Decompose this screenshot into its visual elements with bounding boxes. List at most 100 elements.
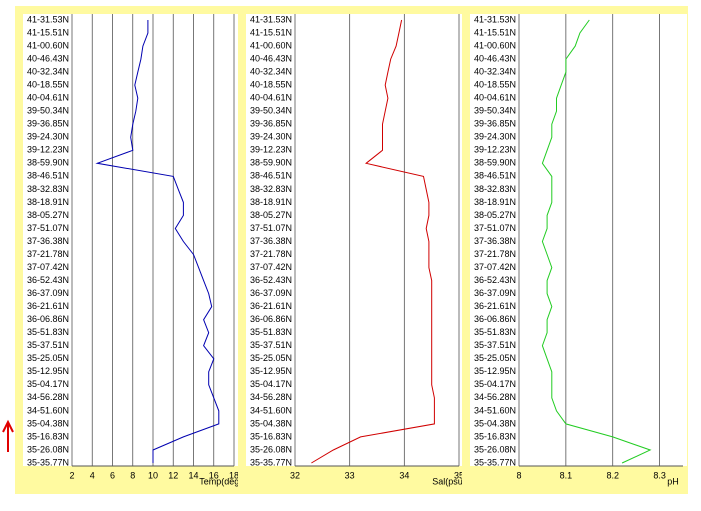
y-tick-label: 35-26.08N	[474, 444, 516, 454]
y-tick-label: 39-36.85N	[474, 119, 516, 129]
data-line	[95, 20, 220, 463]
plot-area	[246, 14, 463, 466]
y-tick-label: 36-21.61N	[250, 301, 292, 311]
y-tick-label: 35-35.77N	[27, 457, 69, 467]
x-tick-label: 8.2	[606, 470, 619, 480]
y-tick-label: 35-37.51N	[474, 340, 516, 350]
y-tick-label: 37-51.07N	[474, 223, 516, 233]
y-tick-label: 39-24.30N	[27, 132, 69, 142]
y-tick-label: 38-32.83N	[27, 184, 69, 194]
y-tick-label: 40-32.34N	[27, 66, 69, 76]
y-tick-label: 38-18.91N	[27, 197, 69, 207]
y-tick-label: 37-36.38N	[250, 236, 292, 246]
x-tick-label: 4	[90, 470, 95, 480]
y-tick-label: 35-12.95N	[474, 366, 516, 376]
y-tick-label: 39-24.30N	[250, 132, 292, 142]
y-tick-label: 37-07.42N	[250, 262, 292, 272]
y-tick-label: 35-25.05N	[250, 353, 292, 363]
y-tick-label: 38-05.27N	[250, 210, 292, 220]
y-tick-label: 38-18.91N	[474, 197, 516, 207]
y-tick-label: 36-21.61N	[27, 301, 69, 311]
y-tick-label: 35-04.17N	[27, 379, 69, 389]
y-tick-label: 37-07.42N	[27, 262, 69, 272]
y-tick-label: 38-32.83N	[250, 184, 292, 194]
y-tick-label: 41-00.60N	[250, 40, 292, 50]
y-tick-label: 35-04.38N	[474, 418, 516, 428]
y-tick-label: 36-52.43N	[27, 275, 69, 285]
y-tick-label: 39-12.23N	[474, 145, 516, 155]
x-tick-label: 6	[110, 470, 115, 480]
y-tick-label: 34-56.28N	[250, 392, 292, 402]
y-tick-label: 37-51.07N	[27, 223, 69, 233]
y-tick-label: 39-12.23N	[250, 145, 292, 155]
y-tick-label: 39-50.34N	[474, 106, 516, 116]
x-axis-label: pH	[667, 476, 679, 486]
y-tick-label: 35-25.05N	[474, 353, 516, 363]
y-tick-label: 39-36.85N	[250, 119, 292, 129]
y-tick-label: 39-12.23N	[27, 145, 69, 155]
y-tick-label: 35-51.83N	[250, 327, 292, 337]
y-tick-label: 35-26.08N	[27, 444, 69, 454]
y-tick-label: 36-06.86N	[27, 314, 69, 324]
x-tick-label: 8	[130, 470, 135, 480]
y-tick-label: 38-59.90N	[474, 158, 516, 168]
y-tick-label: 38-32.83N	[474, 184, 516, 194]
y-tick-label: 34-51.60N	[250, 405, 292, 415]
y-tick-label: 38-05.27N	[474, 210, 516, 220]
y-tick-label: 35-16.83N	[250, 431, 292, 441]
y-tick-label: 37-07.42N	[474, 262, 516, 272]
x-tick-label: 10	[148, 470, 158, 480]
y-tick-label: 34-51.60N	[474, 405, 516, 415]
y-tick-label: 35-12.95N	[27, 366, 69, 376]
y-tick-label: 36-52.43N	[474, 275, 516, 285]
y-tick-label: 39-50.34N	[250, 106, 292, 116]
y-tick-label: 38-46.51N	[474, 171, 516, 181]
x-tick-label: 18	[229, 470, 239, 480]
y-tick-label: 35-04.17N	[250, 379, 292, 389]
x-tick-label: 16	[209, 470, 219, 480]
y-tick-label: 40-18.55N	[250, 80, 292, 90]
y-tick-label: 41-31.53N	[27, 14, 69, 24]
y-tick-label: 37-21.78N	[474, 249, 516, 259]
y-tick-label: 39-50.34N	[27, 106, 69, 116]
x-axis-label: Sal(psu)	[432, 476, 466, 486]
y-tick-label: 40-04.61N	[474, 93, 516, 103]
x-tick-label: 8.1	[560, 470, 573, 480]
y-tick-label: 39-36.85N	[27, 119, 69, 129]
x-tick-label: 14	[188, 470, 198, 480]
y-tick-label: 36-37.09N	[250, 288, 292, 298]
y-tick-label: 35-51.83N	[27, 327, 69, 337]
y-tick-label: 40-46.43N	[474, 53, 516, 63]
y-tick-label: 40-32.34N	[250, 66, 292, 76]
y-tick-label: 35-16.83N	[474, 431, 516, 441]
y-tick-label: 38-59.90N	[250, 158, 292, 168]
y-tick-label: 37-21.78N	[250, 249, 292, 259]
y-tick-label: 38-46.51N	[27, 171, 69, 181]
y-tick-label: 39-24.30N	[474, 132, 516, 142]
y-tick-label: 35-35.77N	[474, 457, 516, 467]
y-tick-label: 37-51.07N	[250, 223, 292, 233]
y-tick-label: 36-52.43N	[250, 275, 292, 285]
y-tick-label: 41-15.51N	[250, 27, 292, 37]
x-tick-label: 32	[290, 470, 300, 480]
x-tick-label: 34	[399, 470, 409, 480]
x-axis-label: Temp(degC)	[199, 476, 249, 486]
data-line	[541, 19, 652, 464]
y-tick-label: 41-15.51N	[27, 27, 69, 37]
y-tick-label: 37-36.38N	[474, 236, 516, 246]
y-tick-label: 38-05.27N	[27, 210, 69, 220]
y-tick-label: 40-18.55N	[474, 80, 516, 90]
y-tick-label: 36-06.86N	[250, 314, 292, 324]
y-tick-label: 41-15.51N	[474, 27, 516, 37]
y-tick-label: 37-36.38N	[27, 236, 69, 246]
y-tick-label: 35-04.38N	[27, 418, 69, 428]
y-tick-label: 35-25.05N	[27, 353, 69, 363]
y-tick-label: 34-51.60N	[27, 405, 69, 415]
y-tick-label: 41-00.60N	[27, 40, 69, 50]
y-tick-label: 34-56.28N	[27, 392, 69, 402]
y-tick-label: 38-59.90N	[27, 158, 69, 168]
data-line	[311, 19, 435, 464]
y-tick-label: 41-31.53N	[474, 14, 516, 24]
y-tick-label: 35-37.51N	[27, 340, 69, 350]
